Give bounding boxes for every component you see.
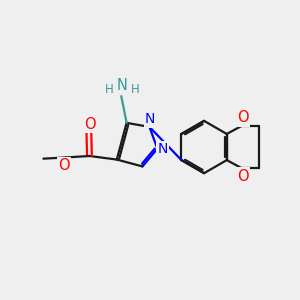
Text: H: H <box>104 83 113 96</box>
Text: N: N <box>158 142 168 156</box>
Text: N: N <box>116 78 127 93</box>
Text: O: O <box>237 110 249 125</box>
Text: O: O <box>237 169 249 184</box>
Text: O: O <box>84 117 96 132</box>
Text: N: N <box>145 112 155 127</box>
Text: O: O <box>58 158 70 173</box>
Text: H: H <box>130 83 139 96</box>
